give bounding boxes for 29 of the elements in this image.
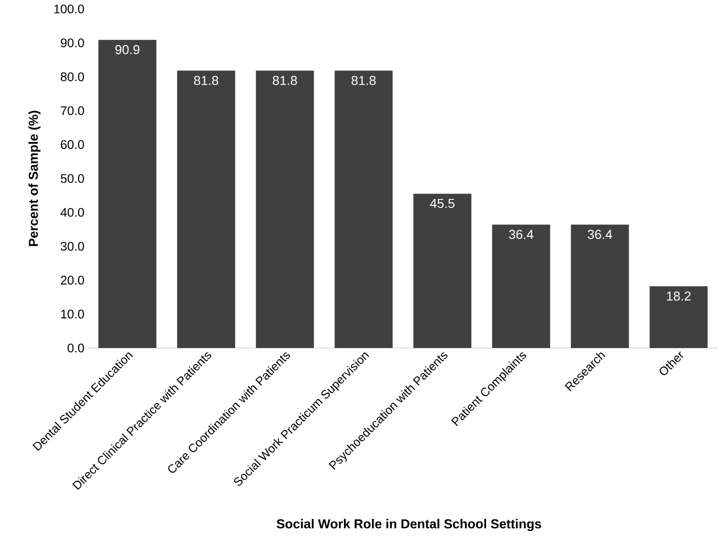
y-tick-label: 20.0 bbox=[60, 276, 84, 285]
y-tick-label: 30.0 bbox=[60, 242, 84, 251]
data-label: 36.4 bbox=[588, 230, 612, 239]
data-label: 81.8 bbox=[194, 76, 218, 86]
y-tick-label: 70.0 bbox=[60, 106, 84, 116]
data-label: 45.5 bbox=[430, 198, 454, 208]
x-axis-title: Social Work Role in Dental School Settings bbox=[276, 518, 542, 532]
data-label: 81.8 bbox=[352, 76, 376, 86]
bar bbox=[256, 70, 314, 348]
y-tick-label: 10.0 bbox=[61, 310, 84, 318]
bar bbox=[650, 286, 708, 348]
y-tick-label: 80.0 bbox=[60, 72, 84, 82]
y-tick-label: 100.0 bbox=[54, 4, 84, 14]
y-tick-label: 40.0 bbox=[60, 208, 84, 217]
bar bbox=[492, 224, 550, 348]
y-tick-label: 60.0 bbox=[60, 140, 84, 149]
y-axis-title: Percent of Sample (%) bbox=[28, 110, 40, 246]
y-tick-label: 0.0 bbox=[68, 344, 84, 352]
y-tick-label: 90.0 bbox=[60, 38, 84, 48]
bar bbox=[334, 70, 393, 348]
data-label: 18.2 bbox=[667, 291, 691, 301]
bar bbox=[177, 70, 236, 348]
data-label: 81.8 bbox=[272, 76, 297, 86]
y-tick-label: 50.0 bbox=[60, 174, 84, 183]
data-label: 36.4 bbox=[509, 230, 534, 239]
data-label: 90.9 bbox=[115, 45, 140, 54]
bar bbox=[98, 40, 156, 348]
bar bbox=[413, 194, 472, 348]
bar bbox=[570, 224, 629, 348]
